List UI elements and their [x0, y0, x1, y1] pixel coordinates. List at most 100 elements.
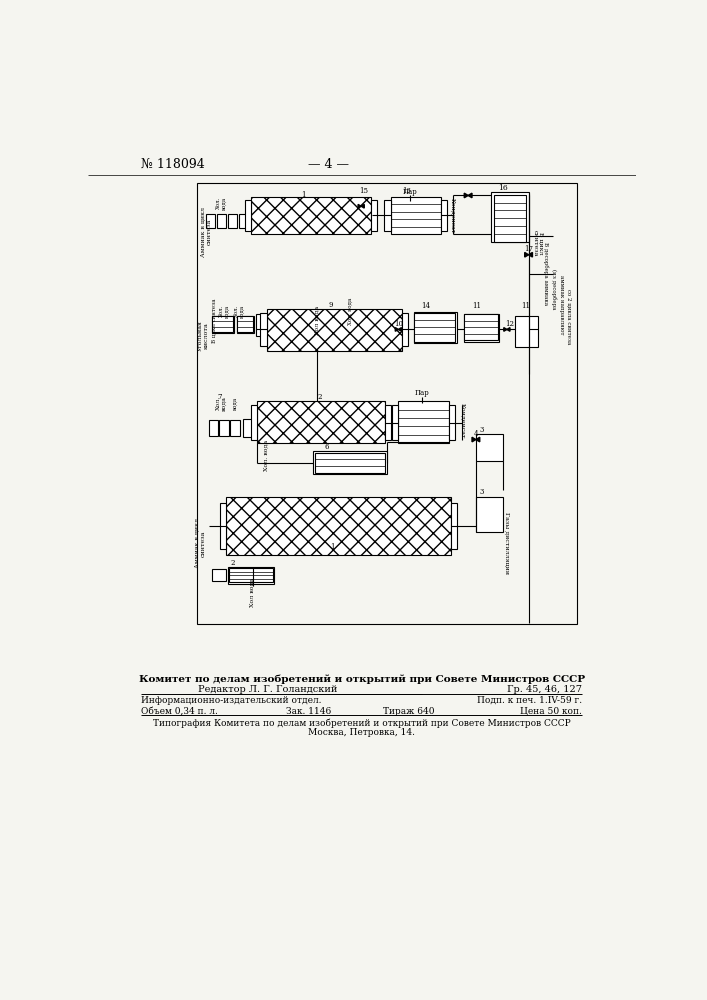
Polygon shape: [464, 193, 468, 198]
Bar: [476, 434, 503, 461]
Text: 16: 16: [498, 184, 508, 192]
Text: Хол. вода: Хол. вода: [264, 439, 269, 471]
Text: 3: 3: [480, 426, 484, 434]
Bar: [212, 316, 234, 333]
Text: со 2 цикла синтеза: со 2 цикла синтеза: [566, 289, 571, 344]
Polygon shape: [507, 328, 510, 331]
Bar: [464, 314, 499, 342]
Bar: [256, 314, 267, 336]
Polygon shape: [395, 328, 398, 331]
Text: аммиак направляют: аммиак направляют: [559, 275, 563, 335]
Polygon shape: [504, 328, 507, 331]
Text: 17: 17: [524, 245, 533, 253]
Text: 2: 2: [230, 559, 235, 567]
Text: Редактор Л. Г. Голандский: Редактор Л. Г. Голандский: [199, 685, 338, 694]
Bar: [260, 313, 267, 346]
Bar: [449, 405, 455, 440]
Bar: [441, 200, 448, 231]
Bar: [197, 183, 577, 624]
Text: 6: 6: [325, 443, 329, 451]
Bar: [237, 316, 255, 333]
Bar: [385, 405, 392, 440]
Text: Хол вода: Хол вода: [315, 306, 320, 335]
Text: 10: 10: [395, 320, 404, 328]
Bar: [392, 405, 398, 440]
Bar: [414, 312, 457, 343]
Bar: [385, 200, 391, 231]
Bar: [398, 401, 449, 443]
Text: Конденсат: Конденсат: [450, 198, 455, 234]
Text: Конденсат: Конденсат: [460, 403, 464, 438]
Bar: [493, 195, 526, 242]
Bar: [220, 503, 226, 549]
Text: Хол.
вода: Хол. вода: [234, 304, 245, 318]
Bar: [251, 212, 264, 229]
Bar: [464, 314, 498, 340]
Bar: [230, 420, 240, 436]
Bar: [267, 309, 402, 351]
Text: — 4 —: — 4 —: [308, 158, 349, 171]
Bar: [402, 313, 409, 346]
Text: 14: 14: [421, 302, 431, 310]
Bar: [228, 214, 237, 228]
Text: Аммиак в цикл
синтеза: Аммиак в цикл синтеза: [201, 207, 211, 257]
Text: Газы дистилляции: Газы дистилляции: [504, 512, 510, 575]
Polygon shape: [525, 252, 529, 257]
Text: № 118094: № 118094: [141, 158, 205, 171]
Text: вода: вода: [233, 397, 238, 410]
Bar: [228, 567, 274, 584]
Bar: [257, 401, 385, 443]
Text: Угольная
кислота: Угольная кислота: [198, 320, 209, 351]
Text: 11: 11: [521, 302, 530, 310]
Text: Хол.
вода: Хол. вода: [216, 396, 227, 411]
Text: Зак. 1146: Зак. 1146: [286, 707, 332, 716]
Bar: [515, 316, 538, 347]
Bar: [491, 192, 529, 242]
Bar: [315, 453, 385, 473]
Bar: [451, 503, 457, 549]
Bar: [251, 405, 257, 440]
Text: Москва, Петровка, 14.: Москва, Петровка, 14.: [308, 728, 416, 737]
Bar: [313, 451, 387, 474]
Text: 15: 15: [360, 187, 368, 195]
Text: Аммиак в цикл
синтеза: Аммиак в цикл синтеза: [195, 518, 206, 568]
Bar: [239, 214, 248, 228]
Polygon shape: [472, 437, 476, 442]
Text: Пар: Пар: [414, 389, 429, 397]
Text: Тираж 640: Тираж 640: [383, 707, 434, 716]
Polygon shape: [529, 252, 532, 257]
Text: 1: 1: [330, 543, 334, 551]
Bar: [212, 569, 226, 581]
Text: Комитет по делам изобретений и открытий при Совете Министров СССР: Комитет по делам изобретений и открытий …: [139, 674, 585, 684]
Polygon shape: [468, 193, 472, 198]
Bar: [414, 312, 455, 342]
Text: Хол вода: Хол вода: [250, 578, 255, 607]
Bar: [243, 419, 255, 437]
Text: (из десорбера: (из десорбера: [551, 269, 556, 310]
Bar: [476, 497, 503, 532]
Bar: [371, 200, 378, 231]
Bar: [391, 197, 441, 234]
Bar: [226, 497, 451, 555]
Text: В цикл синтеза: В цикл синтеза: [212, 298, 217, 343]
Bar: [237, 316, 252, 332]
Bar: [251, 197, 371, 234]
Text: 11: 11: [472, 302, 481, 310]
Bar: [230, 568, 273, 582]
Bar: [217, 214, 226, 228]
Text: Объем 0,34 п. л.: Объем 0,34 п. л.: [141, 707, 218, 716]
Bar: [219, 420, 228, 436]
Text: Информационно-издательский отдел.: Информационно-издательский отдел.: [141, 696, 322, 705]
Text: Цена 50 коп.: Цена 50 коп.: [520, 707, 582, 716]
Bar: [209, 420, 218, 436]
Polygon shape: [476, 437, 480, 442]
Text: Подп. к печ. 1.IV-59 г.: Подп. к печ. 1.IV-59 г.: [477, 696, 582, 705]
Polygon shape: [358, 204, 361, 208]
Text: 4: 4: [474, 430, 478, 438]
Text: Типография Комитета по делам изобретений и открытий при Совете Министров СССР: Типография Комитета по делам изобретений…: [153, 718, 571, 728]
Text: В десорбера аммиака: В десорбера аммиака: [543, 242, 549, 306]
Bar: [245, 200, 251, 231]
Text: 1: 1: [301, 191, 306, 199]
Text: 12: 12: [506, 320, 514, 328]
Text: Хол.
вода: Хол. вода: [216, 197, 227, 210]
